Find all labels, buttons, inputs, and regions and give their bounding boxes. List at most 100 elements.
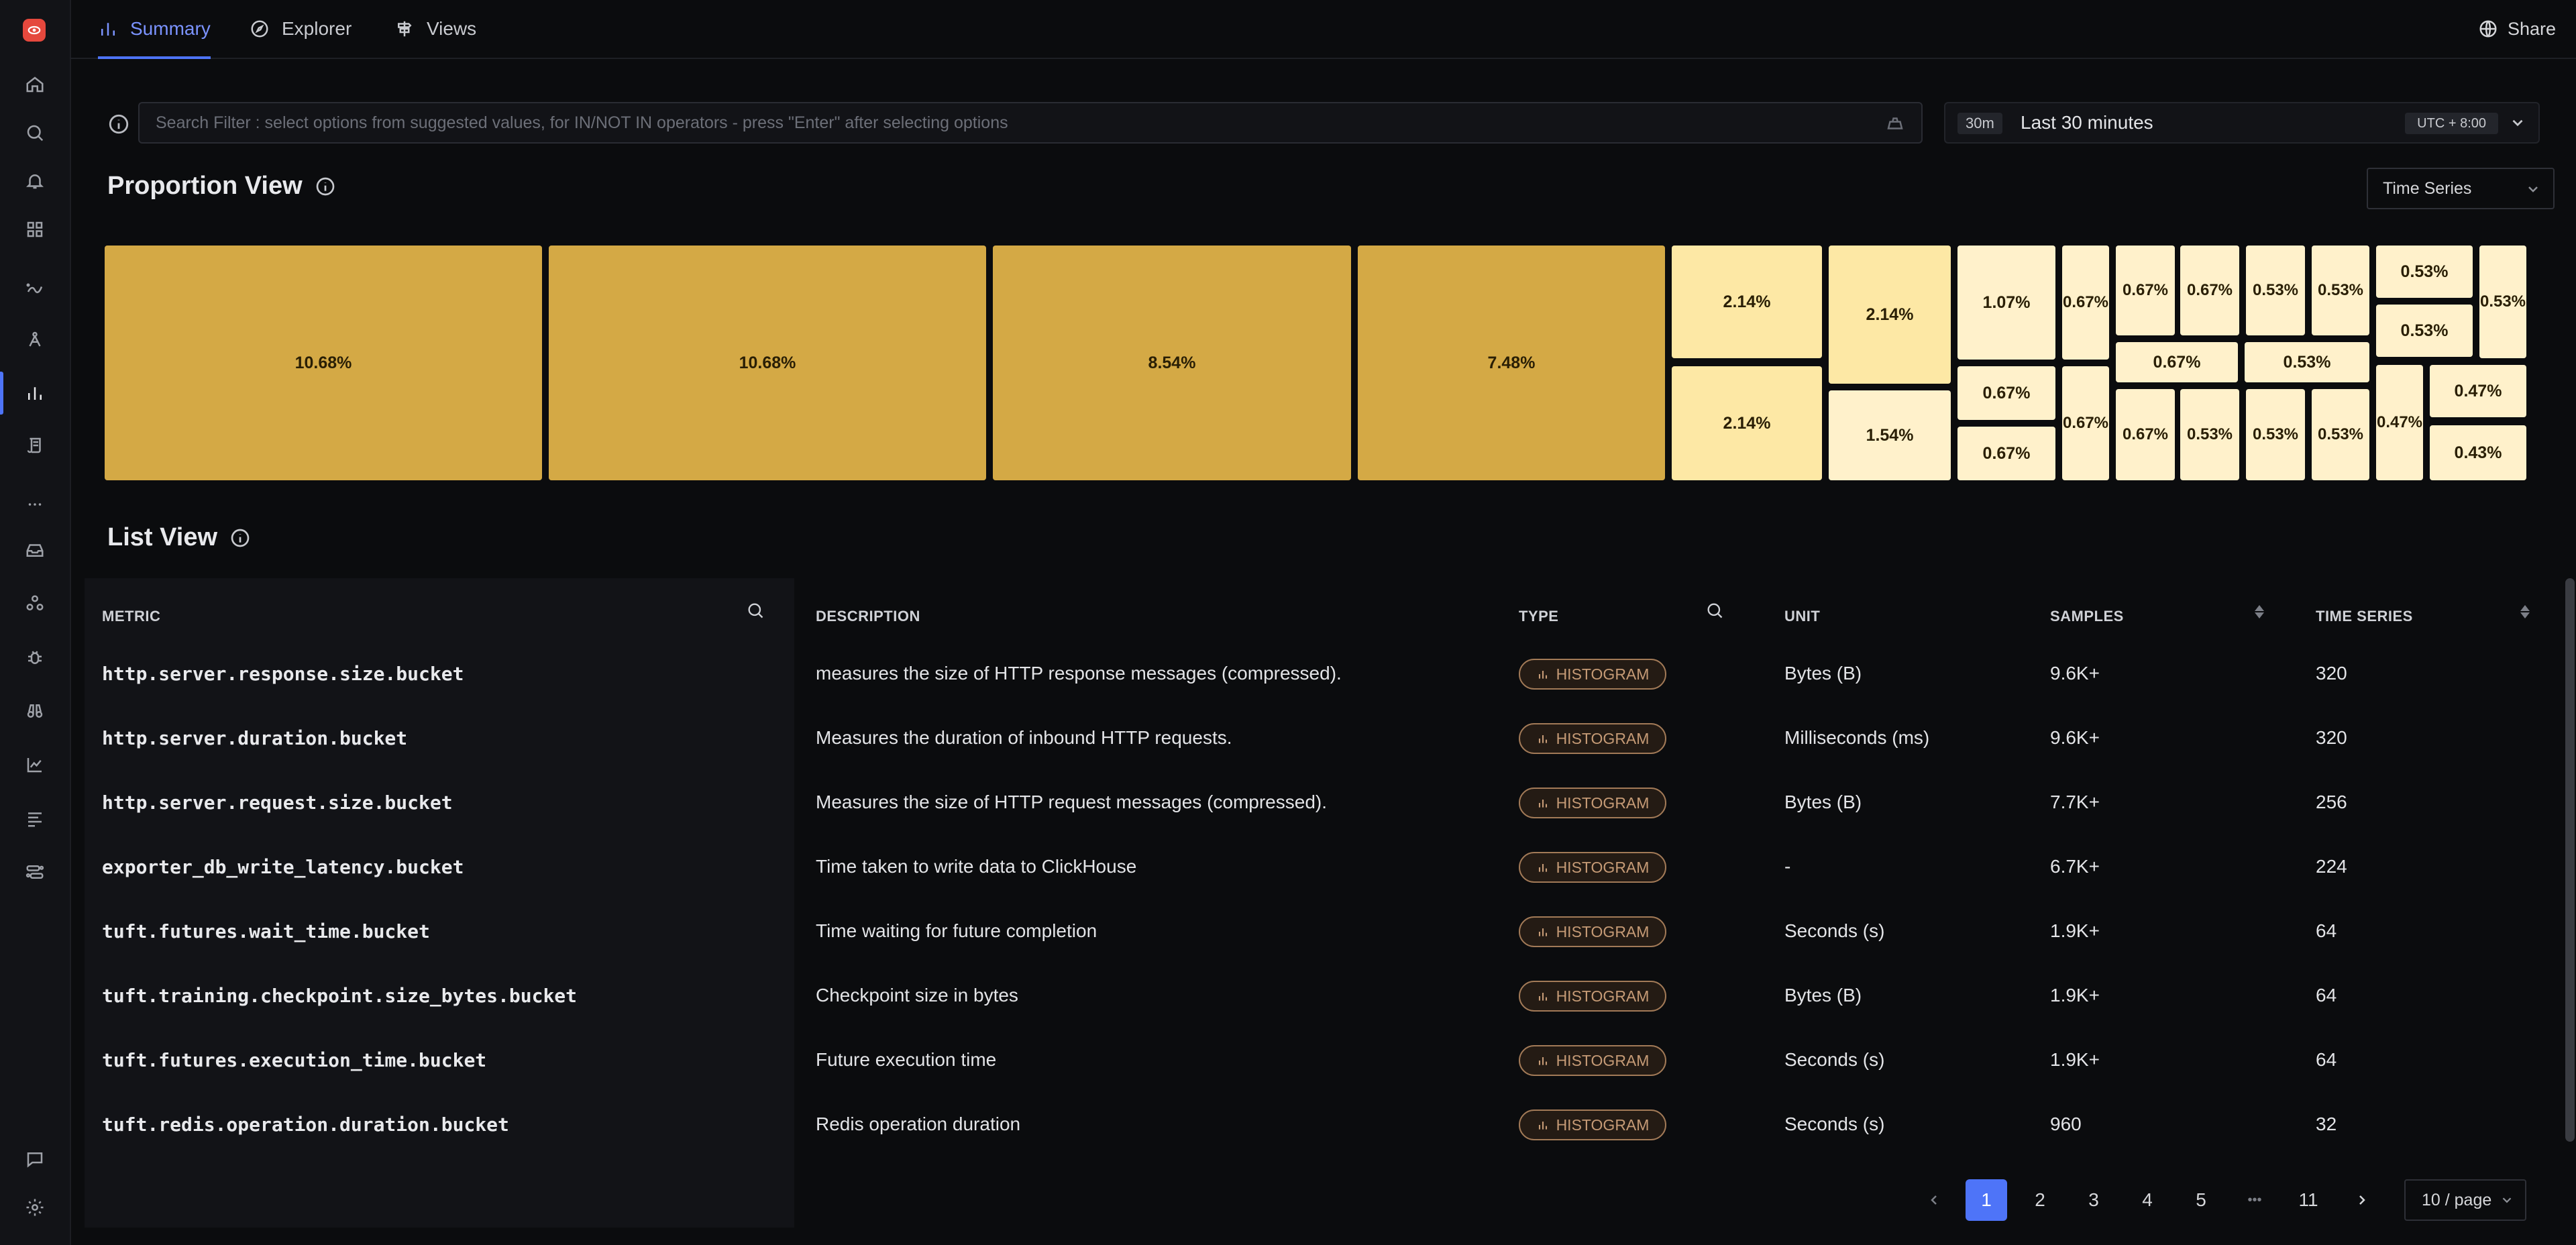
- metric-name[interactable]: tuft.futures.execution_time.bucket: [102, 1049, 487, 1071]
- page-size-select[interactable]: 10 / page: [2404, 1179, 2526, 1221]
- treemap-tile[interactable]: 0.53%: [2246, 389, 2305, 480]
- bug-icon[interactable]: [16, 639, 54, 676]
- metric-unit: Seconds (s): [1784, 1049, 1885, 1070]
- tab-explorer[interactable]: Explorer: [250, 0, 352, 58]
- treemap-tile[interactable]: 0.53%: [2376, 246, 2473, 298]
- tab-views[interactable]: Views: [394, 0, 476, 58]
- tab-explorer-label: Explorer: [282, 18, 352, 39]
- more-dots-icon[interactable]: [16, 486, 54, 523]
- spark-icon[interactable]: [16, 270, 54, 307]
- treemap-tile[interactable]: 0.53%: [2376, 305, 2473, 357]
- treemap-tile[interactable]: 0.53%: [2479, 246, 2526, 358]
- treemap-tile[interactable]: 0.53%: [2246, 246, 2305, 335]
- sort-icon[interactable]: [2254, 604, 2265, 622]
- column-header-samples[interactable]: SAMPLES: [2050, 608, 2124, 625]
- treemap-tile[interactable]: 1.54%: [1829, 390, 1951, 480]
- services-icon[interactable]: [16, 585, 54, 622]
- metric-name[interactable]: tuft.training.checkpoint.size_bytes.buck…: [102, 985, 578, 1007]
- metric-samples: 1.9K+: [2050, 920, 2100, 941]
- pagination-ellipsis[interactable]: •••: [2247, 1192, 2262, 1207]
- time-range-picker[interactable]: 30m Last 30 minutes UTC + 8:00: [1944, 102, 2540, 144]
- treemap-tile[interactable]: 8.54%: [993, 246, 1351, 480]
- traces-icon[interactable]: [16, 321, 54, 358]
- search-filter-input[interactable]: Search Filter : select options from sugg…: [138, 102, 1923, 144]
- home-icon[interactable]: [16, 66, 54, 103]
- search-icon[interactable]: [16, 114, 54, 152]
- treemap-tile[interactable]: 0.67%: [1957, 427, 2055, 480]
- treemap-tile[interactable]: 2.14%: [1829, 246, 1951, 384]
- feedback-chat-icon[interactable]: [16, 1140, 54, 1178]
- info-icon[interactable]: [229, 527, 251, 549]
- treemap-tile[interactable]: 7.48%: [1358, 246, 1665, 480]
- column-header-time-series[interactable]: TIME SERIES: [2316, 608, 2413, 625]
- treemap-tile[interactable]: 0.67%: [2062, 366, 2109, 480]
- treemap-tile-label: 8.54%: [1148, 353, 1196, 372]
- pagination-page[interactable]: 1: [1966, 1179, 2007, 1221]
- logs-scroll-icon[interactable]: [16, 427, 54, 464]
- treemap-tile[interactable]: 0.67%: [2116, 389, 2175, 480]
- treemap-tile[interactable]: 10.68%: [549, 246, 986, 480]
- treemap-tile-label: 0.53%: [2400, 262, 2449, 281]
- metric-name[interactable]: tuft.futures.wait_time.bucket: [102, 920, 430, 942]
- pagination-next-button[interactable]: [2341, 1179, 2383, 1221]
- pagination-page[interactable]: 5: [2196, 1189, 2206, 1210]
- info-icon[interactable]: [315, 176, 336, 197]
- treemap-tile[interactable]: 0.47%: [2430, 365, 2526, 417]
- compass-icon: [251, 20, 268, 38]
- pipelines-icon[interactable]: [16, 853, 54, 891]
- treemap-tile[interactable]: 0.67%: [2062, 246, 2109, 360]
- text-lines-icon[interactable]: [16, 800, 54, 837]
- treemap-tile[interactable]: 0.53%: [2245, 342, 2369, 382]
- pagination-page[interactable]: 3: [2088, 1189, 2099, 1210]
- timezone-badge[interactable]: UTC + 8:00: [2405, 113, 2498, 134]
- treemap-tile[interactable]: 0.47%: [2376, 365, 2423, 480]
- treemap-tile[interactable]: 0.53%: [2312, 389, 2369, 480]
- pagination-prev-button[interactable]: [1913, 1179, 1955, 1221]
- keyboard-shortcut-icon[interactable]: [1885, 113, 1905, 133]
- treemap-tile[interactable]: 0.67%: [2116, 342, 2238, 382]
- chevron-down-icon[interactable]: [2509, 114, 2526, 131]
- treemap-tile[interactable]: 0.67%: [2180, 246, 2239, 335]
- treemap-tile[interactable]: 10.68%: [105, 246, 542, 480]
- dashboards-grid-icon[interactable]: [16, 211, 54, 248]
- line-chart-icon[interactable]: [16, 746, 54, 783]
- pagination-page[interactable]: 11: [2298, 1189, 2318, 1210]
- share-button[interactable]: Share: [2478, 0, 2556, 58]
- treemap-tile[interactable]: 0.67%: [2116, 246, 2175, 335]
- metric-time-series: 64: [2316, 985, 2337, 1006]
- treemap-tile-label: 0.67%: [2062, 293, 2109, 311]
- page-scrollbar[interactable]: [2565, 578, 2575, 1142]
- metric-name[interactable]: http.server.response.size.bucket: [102, 663, 464, 685]
- alerts-bell-icon[interactable]: [16, 162, 54, 200]
- treemap-tile[interactable]: 0.67%: [1957, 366, 2055, 420]
- settings-gear-icon[interactable]: [16, 1189, 54, 1226]
- tab-summary[interactable]: Summary: [98, 0, 211, 59]
- treemap-tile[interactable]: 2.14%: [1672, 366, 1822, 480]
- binoculars-icon[interactable]: [16, 692, 54, 730]
- treemap-tile[interactable]: 1.07%: [1957, 246, 2055, 360]
- proportion-view-select[interactable]: Time Series: [2367, 168, 2555, 209]
- metric-name[interactable]: http.server.request.size.bucket: [102, 792, 453, 814]
- metric-name[interactable]: tuft.redis.operation.duration.bucket: [102, 1114, 509, 1136]
- metric-name[interactable]: http.server.duration.bucket: [102, 727, 408, 749]
- treemap-tile-label: 7.48%: [1487, 353, 1536, 372]
- treemap-tile[interactable]: 0.53%: [2180, 389, 2239, 480]
- inbox-icon[interactable]: [16, 531, 54, 569]
- app-logo-icon[interactable]: [23, 19, 46, 42]
- metric-description: Measures the size of HTTP request messag…: [816, 792, 1328, 812]
- search-icon[interactable]: [1705, 601, 1724, 620]
- pagination-page[interactable]: 2: [2035, 1189, 2045, 1210]
- search-icon[interactable]: [746, 601, 765, 620]
- metric-description: Future execution time: [816, 1049, 997, 1070]
- treemap-tile-label: 0.43%: [2454, 443, 2502, 462]
- histogram-icon: [1538, 735, 1547, 743]
- treemap-tile[interactable]: 0.53%: [2312, 246, 2369, 335]
- treemap-tile[interactable]: 0.43%: [2430, 425, 2526, 480]
- treemap-tile-label: 10.68%: [739, 353, 796, 372]
- sort-icon[interactable]: [2520, 604, 2530, 622]
- treemap-tile[interactable]: 2.14%: [1672, 246, 1822, 358]
- info-icon[interactable]: [107, 113, 130, 136]
- pagination-page[interactable]: 4: [2142, 1189, 2153, 1210]
- metric-name[interactable]: exporter_db_write_latency.bucket: [102, 856, 464, 878]
- metrics-bar-chart-icon[interactable]: [16, 374, 54, 412]
